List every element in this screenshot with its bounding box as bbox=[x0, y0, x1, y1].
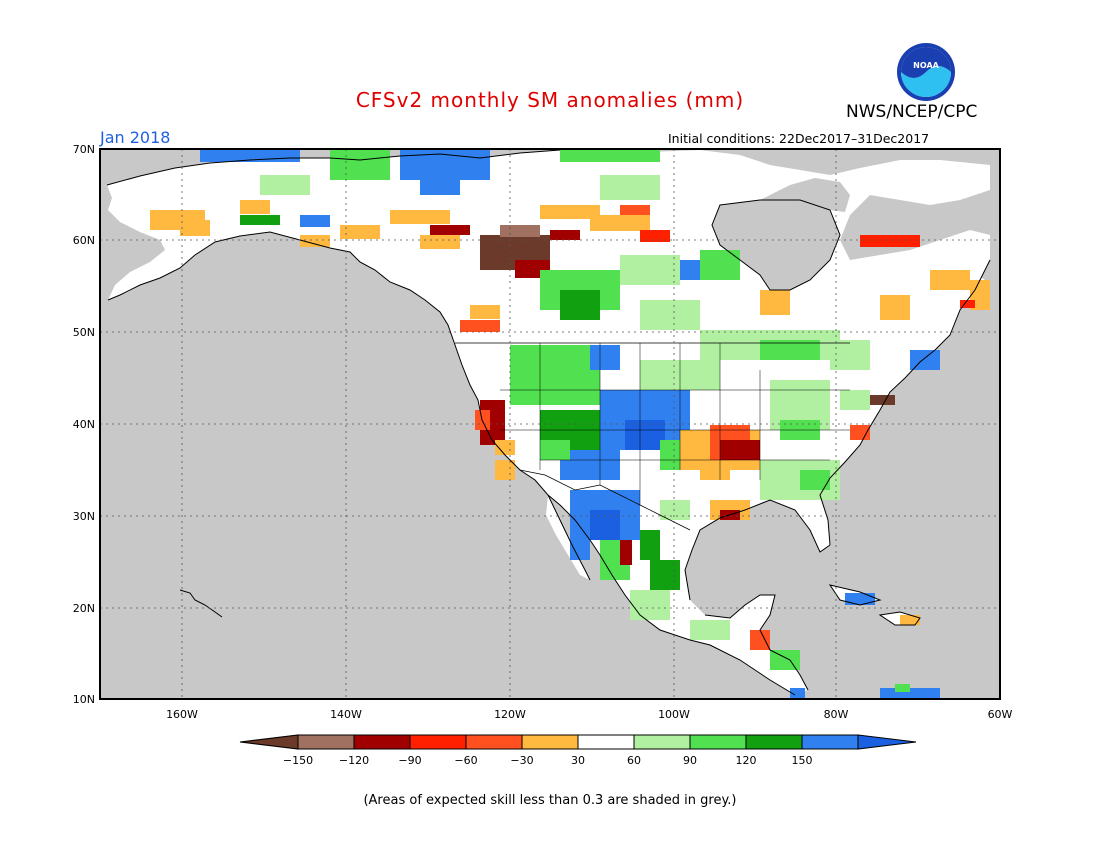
color-bar-labels: −150 −120 −90 −60 −30 30 60 90 120 150 bbox=[283, 754, 813, 767]
colorbar-tick-label: 60 bbox=[627, 754, 641, 767]
colorbar-tick-label: −60 bbox=[454, 754, 477, 767]
lat-label: 30N bbox=[73, 510, 95, 523]
skill-note: (Areas of expected skill less than 0.3 a… bbox=[363, 793, 737, 808]
lat-labels: 70N 60N 50N 40N 30N 20N 10N bbox=[73, 143, 95, 706]
lon-label: 60W bbox=[988, 708, 1013, 721]
colorbar-swatch bbox=[577, 734, 635, 750]
colorbar-swatch bbox=[689, 734, 747, 750]
lat-label: 40N bbox=[73, 418, 95, 431]
colorbar-swatch bbox=[353, 734, 411, 750]
colorbar-swatch bbox=[465, 734, 523, 750]
colorbar-swatch bbox=[745, 734, 803, 750]
lat-label: 20N bbox=[73, 602, 95, 615]
lon-label: 140W bbox=[330, 708, 362, 721]
anomaly-cells bbox=[150, 150, 990, 698]
colorbar-arrow-right bbox=[857, 734, 917, 750]
colorbar-tick-label: 120 bbox=[736, 754, 757, 767]
low-skill-area bbox=[440, 178, 850, 625]
colorbar-tick-label: −30 bbox=[510, 754, 533, 767]
colorbar-swatch bbox=[297, 734, 355, 750]
colorbar-tick-label: 90 bbox=[683, 754, 697, 767]
lat-label: 10N bbox=[73, 693, 95, 706]
colorbar-swatch bbox=[633, 734, 691, 750]
coastlines bbox=[106, 149, 991, 696]
colorbar-swatch bbox=[521, 734, 579, 750]
logo-text: NOAA bbox=[913, 61, 939, 70]
month-label: Jan 2018 bbox=[100, 128, 171, 147]
colorbar-tick-label: −150 bbox=[283, 754, 313, 767]
initial-conditions-label: Initial conditions: 22Dec2017–31Dec2017 bbox=[668, 131, 930, 146]
noaa-logo: NOAA bbox=[897, 43, 955, 101]
lon-label: 100W bbox=[658, 708, 690, 721]
lon-label: 120W bbox=[494, 708, 526, 721]
lat-label: 50N bbox=[73, 326, 95, 339]
colorbar-tick-label: −90 bbox=[398, 754, 421, 767]
colorbar-arrow-left bbox=[239, 734, 299, 750]
colorbar-swatch bbox=[801, 734, 859, 750]
chart-title: CFSv2 monthly SM anomalies (mm) bbox=[355, 88, 745, 112]
lon-label: 160W bbox=[166, 708, 198, 721]
gridlines bbox=[100, 149, 1000, 699]
colorbar-tick-label: 150 bbox=[792, 754, 813, 767]
colorbar-swatch bbox=[409, 734, 467, 750]
lon-label: 80W bbox=[824, 708, 849, 721]
color-bar bbox=[239, 734, 917, 750]
lat-label: 60N bbox=[73, 234, 95, 247]
lon-labels: 160W 140W 120W 100W 80W 60W bbox=[166, 708, 1012, 721]
colorbar-tick-label: 30 bbox=[571, 754, 585, 767]
lat-label: 70N bbox=[73, 143, 95, 156]
org-label: NWS/NCEP/CPC bbox=[846, 102, 978, 122]
colorbar-tick-label: −120 bbox=[339, 754, 369, 767]
